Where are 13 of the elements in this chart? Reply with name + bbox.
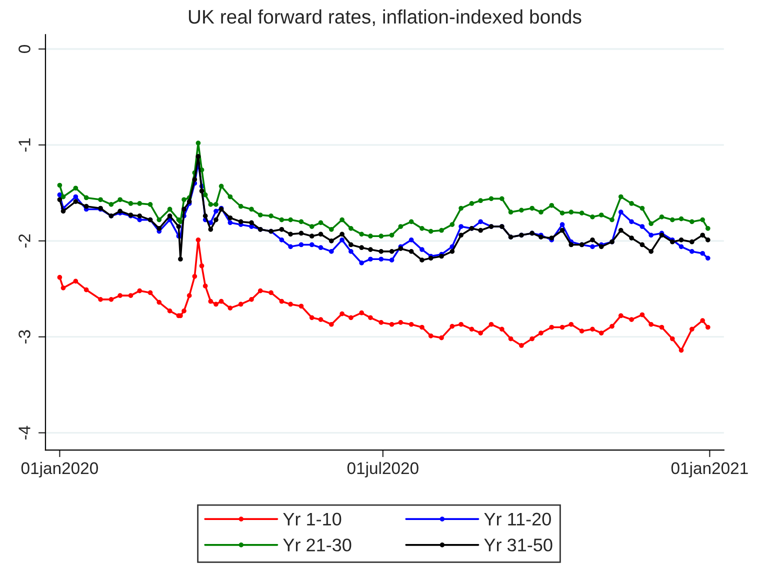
y-tick-label: -3 xyxy=(18,330,30,344)
chart-title: UK real forward rates, inflation-indexed bonds xyxy=(188,9,582,26)
x-tick-label: 01jul2020 xyxy=(347,462,418,478)
y-tick-label: -1 xyxy=(18,138,30,152)
x-tick-label: 01jan2021 xyxy=(671,462,748,478)
y-tick-label: 0 xyxy=(18,45,30,53)
legend-label: Yr 1-10 xyxy=(283,512,342,526)
legend-label: Yr 31-50 xyxy=(484,538,552,552)
legend-label: Yr 21-30 xyxy=(283,538,352,552)
legend-label: Yr 11-20 xyxy=(484,512,551,526)
x-tick-label: 01jan2020 xyxy=(21,462,98,478)
y-tick-label: -2 xyxy=(18,234,30,248)
y-tick-label: -4 xyxy=(18,426,30,440)
